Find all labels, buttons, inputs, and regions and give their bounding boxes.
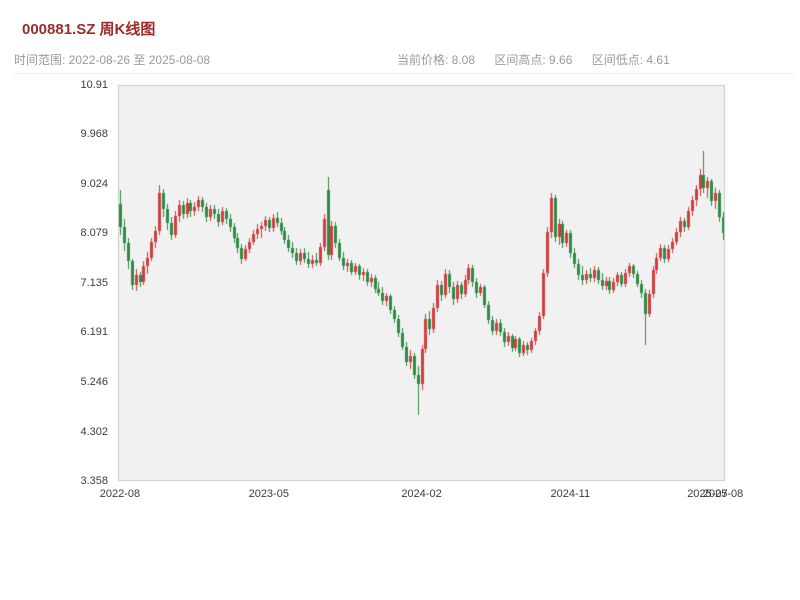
- kline-chart-canvas: [0, 72, 800, 502]
- range-low-label: 区间低点: 4.61: [591, 53, 670, 67]
- y-axis-tick-label: 8.079: [80, 227, 108, 240]
- x-axis-tick-label: 2023-05: [248, 488, 289, 500]
- y-axis-tick-label: 9.968: [80, 128, 108, 141]
- x-axis-tick-label: 2022-08: [99, 488, 141, 500]
- price-stats: 当前价格: 8.08 区间高点: 9.66 区间低点: 4.61: [397, 51, 686, 68]
- x-axis-tick-label: 2025-07: [687, 488, 728, 500]
- y-axis-tick-label: 10.91: [80, 79, 108, 91]
- y-axis-tick-label: 7.135: [80, 276, 108, 289]
- x-axis-tick-label: 2024-02: [401, 488, 442, 500]
- x-axis-tick-label: 2025-08: [702, 488, 744, 500]
- current-price-label: 当前价格: 8.08: [397, 53, 476, 67]
- y-axis-tick-label: 3.358: [80, 475, 108, 487]
- y-axis-tick-label: 4.302: [80, 425, 108, 438]
- y-axis-tick-label: 5.246: [80, 376, 108, 388]
- y-axis-tick-label: 9.024: [80, 177, 108, 190]
- range-high-label: 区间高点: 9.66: [494, 53, 573, 67]
- x-axis-tick-label: 2024-11: [550, 488, 591, 500]
- kline-chart: 10.91 9.968 9.024 8.079 7.135 6.191 5.246 4.302…: [0, 72, 800, 522]
- time-range-label: 时间范围: 2022-08-26 至 2025-08-08: [14, 53, 211, 67]
- y-axis-tick-label: 6.191: [80, 326, 108, 339]
- chart-subheader: 时间范围: 2022-08-26 至 2025-08-08 当前价格: 8.08…: [14, 49, 794, 74]
- page-title: 000881.SZ 周K线图: [22, 21, 156, 38]
